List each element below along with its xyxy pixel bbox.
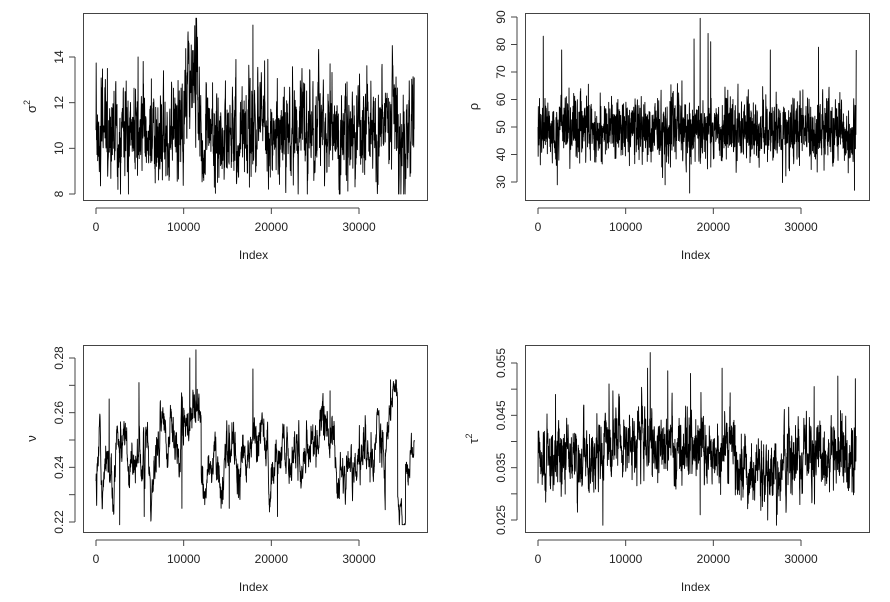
y-tick-label: 0.24 bbox=[52, 455, 66, 479]
x-tick-label: 20000 bbox=[697, 552, 731, 566]
x-tick-label: 30000 bbox=[784, 552, 818, 566]
trace-line bbox=[537, 17, 857, 194]
x-tick-label: 0 bbox=[535, 552, 542, 566]
y-axis-title: τ2 bbox=[464, 433, 481, 443]
y-tick-label: 30 bbox=[494, 175, 508, 189]
y-tick-label: 60 bbox=[494, 93, 508, 107]
y-tick-label: 0.28 bbox=[52, 346, 66, 370]
x-tick-label: 20000 bbox=[255, 220, 289, 234]
x-tick-label: 30000 bbox=[342, 552, 376, 566]
x-axis-title: Index bbox=[681, 248, 710, 262]
y-tick-label: 0.025 bbox=[494, 505, 508, 535]
x-tick-label: 10000 bbox=[609, 552, 643, 566]
x-tick-label: 0 bbox=[93, 552, 100, 566]
plot-frame bbox=[83, 13, 428, 201]
x-tick-label: 20000 bbox=[255, 552, 289, 566]
x-axis-title: Index bbox=[681, 580, 710, 594]
plot-frame bbox=[83, 345, 428, 533]
y-axis-title: σ2 bbox=[22, 100, 39, 113]
plot-frame bbox=[525, 345, 870, 533]
trace-line bbox=[95, 349, 415, 526]
x-axis-title: Index bbox=[239, 580, 268, 594]
trace-line bbox=[537, 352, 857, 526]
y-tick-label: 50 bbox=[494, 120, 508, 134]
x-tick-label: 30000 bbox=[784, 220, 818, 234]
y-tick-label: 0.045 bbox=[494, 400, 508, 430]
plot-frame bbox=[525, 13, 870, 201]
x-axis-title: Index bbox=[239, 248, 268, 262]
y-tick-label: 80 bbox=[494, 38, 508, 52]
y-tick-label: 40 bbox=[494, 148, 508, 162]
y-tick-label: 0.22 bbox=[52, 510, 66, 534]
y-tick-label: 0.26 bbox=[52, 401, 66, 425]
y-tick-label: 90 bbox=[494, 10, 508, 24]
panel-tau2: 0 10000 20000 30000 Index 0.025 0.035 0.045 0.05… bbox=[464, 345, 870, 594]
panel-sigma2: 0 10000 20000 30000 Index 8 10 12 14 σ2 bbox=[22, 13, 428, 262]
x-tick-label: 0 bbox=[93, 220, 100, 234]
panel-nu: 0 10000 20000 30000 Index 0.22 0.24 0.26 0.28 ν bbox=[24, 345, 428, 594]
y-tick-label: 0.055 bbox=[494, 348, 508, 378]
y-tick-label: 10 bbox=[52, 141, 66, 155]
y-tick-label: 14 bbox=[52, 50, 66, 64]
x-tick-label: 10000 bbox=[609, 220, 643, 234]
y-tick-label: 70 bbox=[494, 65, 508, 79]
panel-rho: 0 10000 20000 30000 Index 30 40 50 60 70 80 90 ρ bbox=[466, 10, 870, 262]
trace-line bbox=[95, 17, 415, 195]
x-tick-label: 30000 bbox=[342, 220, 376, 234]
y-tick-label: 12 bbox=[52, 96, 66, 110]
y-axis-title: ρ bbox=[466, 103, 481, 110]
y-tick-label: 8 bbox=[52, 190, 66, 197]
y-axis-title: ν bbox=[24, 435, 39, 442]
y-tick-label: 0.035 bbox=[494, 452, 508, 482]
x-tick-label: 10000 bbox=[167, 220, 201, 234]
x-tick-label: 10000 bbox=[167, 552, 201, 566]
x-tick-label: 0 bbox=[535, 220, 542, 234]
x-tick-label: 20000 bbox=[697, 220, 731, 234]
